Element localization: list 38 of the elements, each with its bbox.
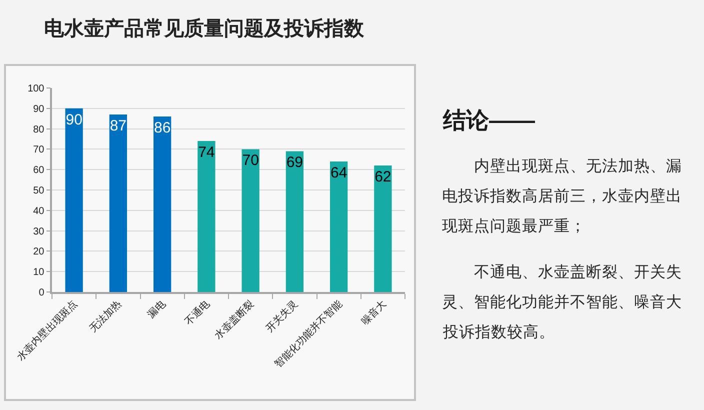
x-tick-label: 无法加热 (87, 298, 124, 335)
bar (242, 149, 260, 292)
x-tick-label: 漏电 (145, 298, 168, 321)
y-tick-label: 60 (33, 165, 45, 176)
x-tick-label: 不通电 (182, 298, 212, 328)
text: 结论—— (442, 107, 535, 133)
bar (330, 161, 348, 292)
bar (153, 116, 172, 292)
data-label: 86 (154, 120, 171, 137)
x-tick-label: 开关失灵 (264, 298, 300, 335)
y-tick-label: 90 (33, 104, 45, 115)
y-tick-label: 20 (33, 246, 45, 258)
bar (198, 141, 216, 292)
bar (109, 114, 128, 292)
data-label: 90 (66, 111, 82, 128)
data-label: 70 (242, 152, 259, 170)
bar (374, 166, 392, 292)
chart-title: 电水壶产品常见质量问题及投诉指数 (44, 17, 365, 40)
data-label: 87 (110, 118, 127, 135)
data-label: 69 (286, 154, 304, 172)
x-tick-label: 水壶盖断裂 (212, 298, 256, 342)
y-tick-label: 100 (28, 84, 45, 94)
x-tick-label: 水壶内壁出现斑点 (14, 298, 80, 363)
data-label: 62 (374, 168, 392, 186)
y-tick-label: 80 (33, 124, 45, 136)
text: 内壁出现斑点、无法加热、漏电投诉指数高居前三，水壶内壁出现斑点问题最严重； (442, 157, 682, 235)
y-tick-label: 10 (33, 267, 45, 278)
text: 不通电、水壶盖断裂、开关失灵、智能化功能并不智能、噪音大投诉指数较高。 (442, 263, 682, 341)
bar (65, 108, 83, 292)
y-tick-label: 70 (33, 144, 45, 156)
y-tick-label: 0 (38, 288, 45, 298)
y-tick-label: 40 (33, 206, 45, 217)
data-label: 64 (330, 164, 348, 182)
bar (286, 151, 304, 292)
data-label: 74 (198, 144, 215, 162)
x-tick-label: 噪音大 (358, 298, 389, 328)
y-tick-label: 30 (33, 226, 45, 238)
y-tick-label: 50 (33, 186, 45, 196)
